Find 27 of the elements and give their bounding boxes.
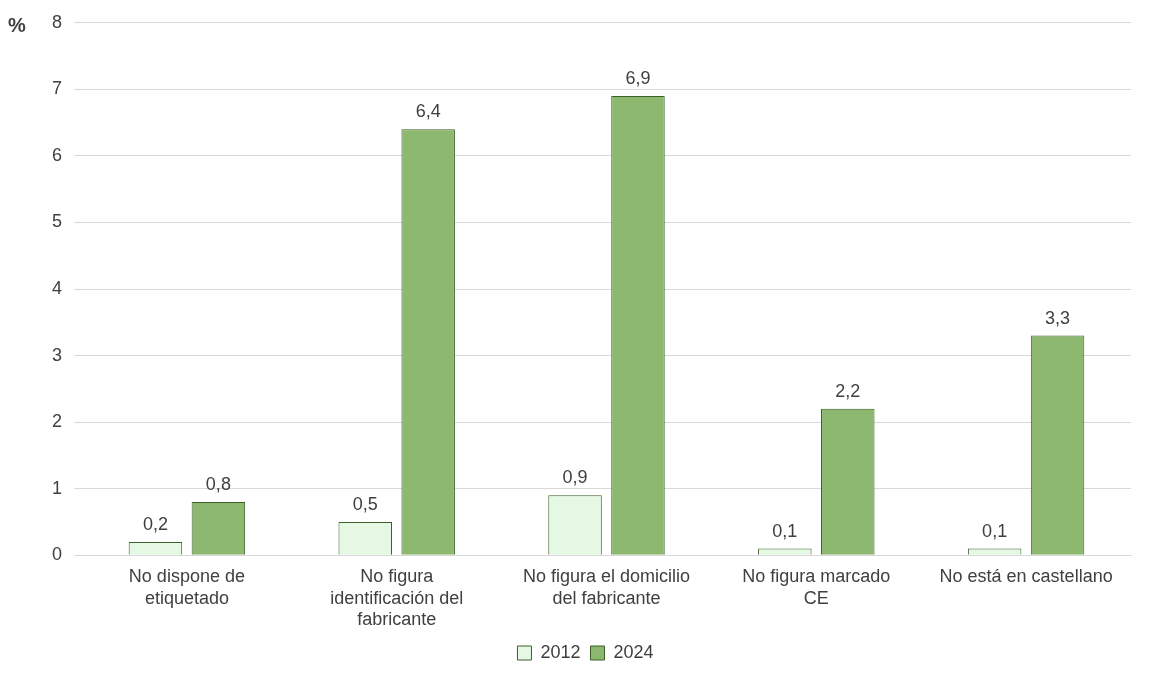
x-tick-label: No dispone de etiquetado: [128, 565, 245, 608]
y-tick-label: 0: [52, 544, 63, 565]
data-label: 0,1: [772, 520, 798, 541]
y-tick-label: 7: [52, 78, 63, 99]
y-axis-title: %: [8, 14, 26, 37]
data-label: 6,4: [415, 101, 441, 122]
y-tick-label: 6: [52, 144, 63, 165]
data-label: 0,8: [205, 473, 231, 494]
y-tick-label: 3: [52, 344, 63, 365]
x-tick-label: No figura marcado CE: [742, 565, 891, 608]
x-tick-label: No está en castellano: [939, 565, 1113, 586]
y-tick-label: 5: [52, 211, 63, 232]
data-label: 6,9: [625, 67, 651, 88]
y-tick-label: 2: [52, 411, 63, 432]
x-tick-label: No figura identificación del fabricante: [330, 565, 464, 630]
data-label: 3,3: [1045, 307, 1071, 328]
data-label: 2,2: [835, 380, 861, 401]
x-tick-label: No figura el domicilio del fabricante: [522, 565, 691, 608]
data-label: 0,1: [982, 520, 1008, 541]
y-tick-label: 4: [52, 277, 63, 298]
y-tick-label: 8: [52, 11, 63, 32]
y-tick-label: 1: [52, 477, 63, 498]
legend-label: 2012: [540, 641, 581, 662]
legend-label: 2024: [613, 641, 654, 662]
data-label: 0,9: [562, 467, 588, 488]
data-label: 0,2: [142, 513, 168, 534]
data-label: 0,5: [352, 493, 378, 514]
